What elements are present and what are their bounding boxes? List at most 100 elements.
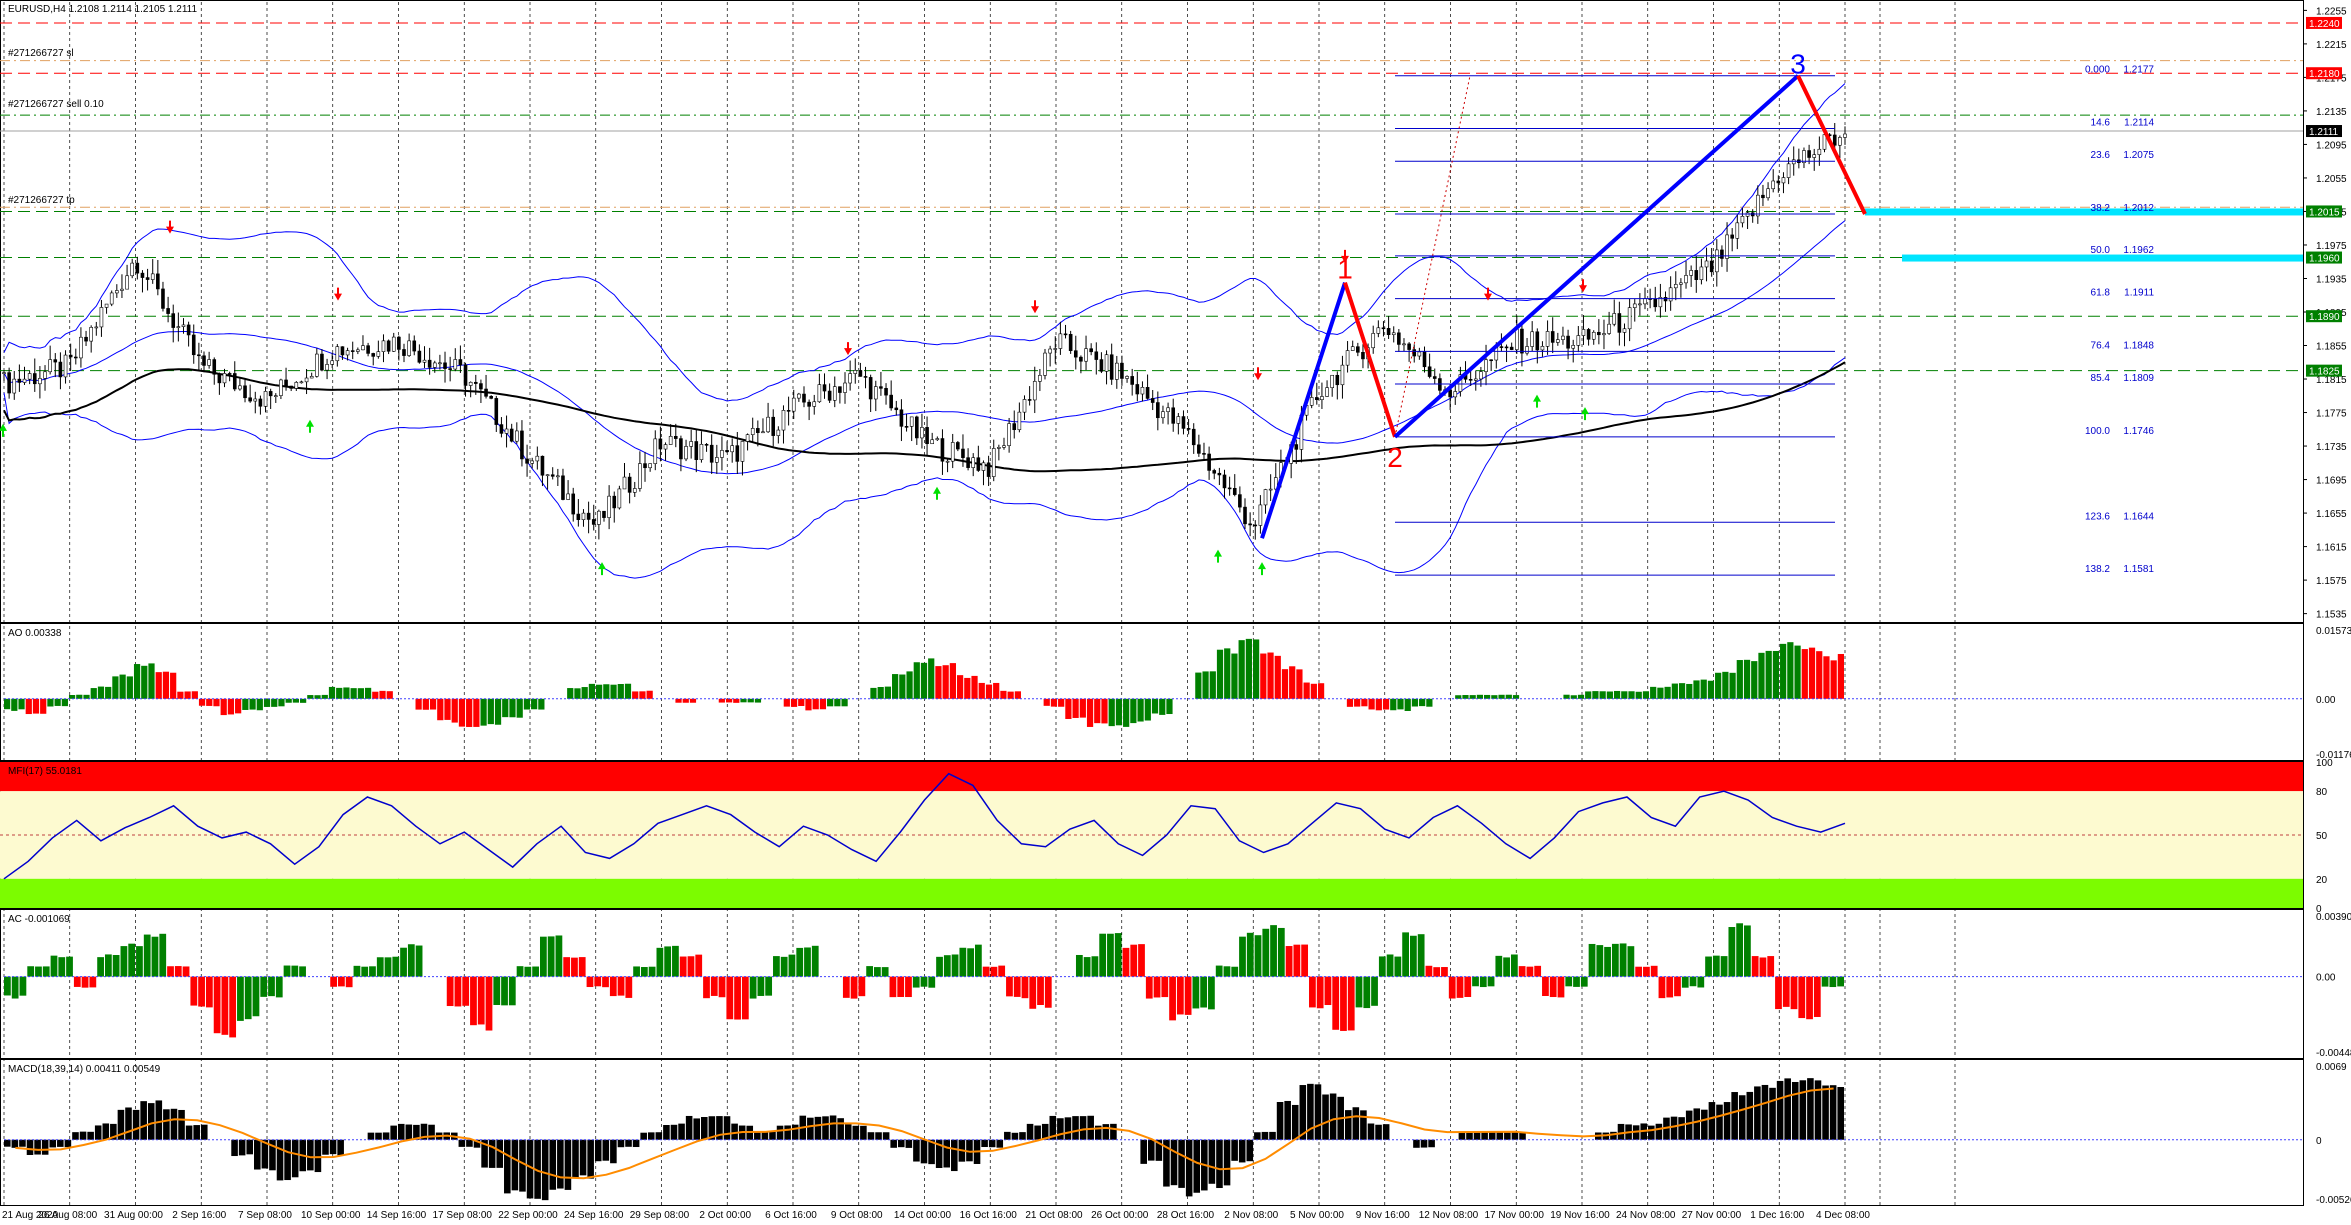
indicator-bar	[1169, 976, 1176, 1021]
indicator-bar	[1114, 933, 1122, 977]
indicator-bar	[852, 1125, 860, 1140]
indicator-bar	[897, 1139, 905, 1148]
indicator-bar	[718, 698, 725, 703]
indicator-bar	[361, 966, 369, 977]
indicator-bar	[1344, 1110, 1352, 1140]
candle-body	[1432, 376, 1437, 379]
candle-body	[1735, 222, 1740, 239]
indicator-bar	[1426, 698, 1433, 707]
indicator-bar	[675, 698, 682, 703]
indicator-bar	[119, 674, 126, 699]
candle-body	[525, 458, 529, 464]
indicator-bar	[182, 966, 190, 977]
candle-body	[1566, 335, 1570, 349]
indicator-bar	[1751, 956, 1759, 977]
mfi-level-label: 100	[2316, 758, 2333, 769]
indicator-bar	[473, 1139, 481, 1148]
indicator-bar	[1006, 976, 1013, 997]
indicator-bar	[875, 1132, 882, 1140]
indicator-bar	[1619, 943, 1627, 977]
indicator-bar	[148, 663, 155, 699]
indicator-bar	[501, 976, 508, 1006]
candle-body	[1766, 188, 1770, 199]
indicator-bar	[990, 966, 998, 977]
time-tick-label: 26 Oct 00:00	[1091, 1210, 1149, 1221]
candle-body	[581, 512, 586, 520]
candle-body	[591, 519, 596, 525]
candle-body	[494, 398, 499, 425]
indicator-bar	[734, 976, 741, 1020]
indicator-bar	[531, 698, 538, 710]
indicator-bar	[1588, 943, 1596, 977]
candle-body	[109, 292, 114, 305]
indicator-bar	[112, 676, 119, 699]
candle-body	[1530, 331, 1534, 347]
candle-body	[212, 359, 217, 375]
indicator-bar	[1526, 966, 1534, 977]
candle-body	[2, 372, 6, 374]
indicator-bar	[1107, 933, 1114, 977]
fib-level-price: 1.1581	[2123, 564, 2154, 575]
ac-panel[interactable]: AC -0.001069 0.003902 0.00 -0.00448	[4, 912, 2351, 1059]
indicator-bar	[283, 965, 291, 977]
indicator-bar	[761, 1132, 769, 1140]
indicator-bar	[1693, 1108, 1701, 1140]
candle-body	[1391, 332, 1396, 336]
candle-body	[863, 376, 868, 378]
price-tag-label: 1.2180	[2309, 69, 2340, 80]
indicator-bar	[260, 976, 268, 997]
indicator-bar	[1484, 694, 1491, 699]
indicator-bar	[190, 976, 198, 1006]
candle-body	[1504, 346, 1509, 349]
candle-body	[1535, 331, 1540, 351]
fib-level-price: 1.2114	[2124, 118, 2154, 129]
candle-body	[1479, 371, 1483, 380]
indicator-bar	[1479, 976, 1487, 988]
fractal-up-arrow	[1254, 367, 1262, 381]
candle-body	[622, 476, 627, 490]
indicator-bar	[882, 1132, 890, 1140]
indicator-bar	[1801, 649, 1808, 699]
indicator-bar	[261, 1139, 269, 1169]
indicator-bar	[982, 966, 990, 977]
mfi-panel[interactable]: MFI(17) 55.0181 100 80 50 20 0	[0, 758, 2333, 915]
candle-body	[704, 444, 709, 446]
candle-body	[150, 273, 155, 280]
fib-level-label: 50.0	[2091, 245, 2111, 256]
indicator-bar	[350, 688, 357, 699]
indicator-bar	[1505, 694, 1512, 699]
price-tick-label: 1.1575	[2316, 576, 2347, 587]
candle-body	[1248, 523, 1252, 526]
scale-bottom: -0.00526	[2316, 1195, 2351, 1206]
candle-body	[658, 438, 663, 450]
candle-body	[1186, 428, 1191, 430]
candle-body	[1745, 212, 1750, 217]
indicator-bar	[1083, 957, 1091, 977]
indicator-bar	[1565, 976, 1573, 987]
candle-body	[515, 430, 519, 442]
indicator-bar	[191, 691, 198, 699]
indicator-bar	[1775, 976, 1782, 1010]
indicator-bar	[390, 1125, 397, 1140]
indicator-bar	[594, 1139, 602, 1162]
indicator-name: MACD(18,39,14) 0.00411 0.00549	[8, 1064, 161, 1075]
candle-body	[309, 376, 314, 379]
price-tick-label: 1.2135	[2316, 107, 2347, 118]
candle-body	[1407, 343, 1411, 350]
indicator-bar	[307, 1139, 314, 1171]
indicator-bar	[587, 1139, 594, 1179]
indicator-bar	[842, 976, 850, 998]
indicator-bar	[237, 976, 244, 1021]
price-panel[interactable]: 0.000 1.2177 14.6 1.2114 23.6 1.2075 38.2 1.201…	[0, 49, 2154, 579]
fractal-up-arrow	[844, 342, 852, 356]
indicator-bar	[1417, 934, 1425, 977]
indicator-bar	[1072, 1116, 1079, 1140]
indicator-bar	[104, 954, 112, 977]
indicator-bar	[967, 948, 974, 977]
indicator-bar	[996, 1139, 1004, 1148]
indicator-bar	[1491, 695, 1498, 699]
ao-panel[interactable]: AO 0.00338 0.01573 0.00 -0.01176	[4, 626, 2351, 761]
macd-panel[interactable]: MACD(18,39,14) 0.00411 0.00549 0.0069 0 -0.…	[4, 1062, 2351, 1206]
candle-body	[838, 386, 842, 393]
